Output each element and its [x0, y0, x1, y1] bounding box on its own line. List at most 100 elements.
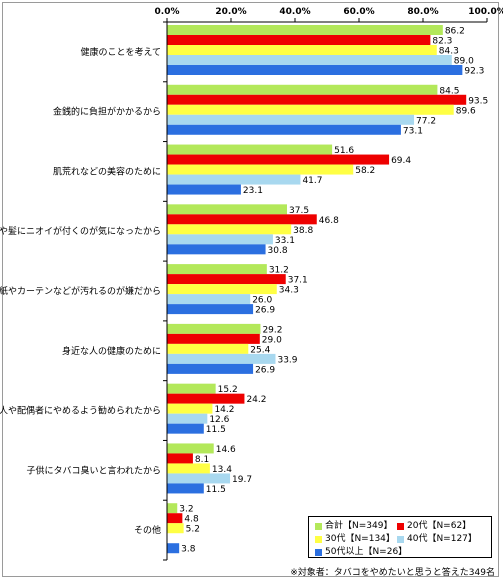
value-label: 41.7 [302, 176, 322, 186]
category-label: 恋人や配偶者にやめるよう勧められたから [0, 405, 161, 417]
x-tick-label: 20.0% [215, 7, 246, 17]
value-label: 38.8 [293, 226, 313, 236]
value-label: 3.2 [179, 505, 193, 515]
bar [167, 164, 354, 175]
value-label: 5.2 [186, 525, 200, 535]
category-label: 肌荒れなどの美容のために [53, 165, 161, 177]
value-label: 77.2 [416, 116, 436, 126]
value-label: 69.4 [391, 156, 411, 166]
footnote: ※対象者：タバコをやめたいと思うと答えた349名 [290, 568, 495, 578]
value-label: 51.6 [334, 146, 354, 156]
bar [167, 503, 178, 514]
value-label: 24.2 [246, 395, 266, 405]
value-label: 37.5 [289, 206, 309, 216]
value-label: 89.6 [456, 106, 476, 116]
bar [167, 144, 333, 155]
legend-item: 50代以上【N=26】 [315, 547, 407, 557]
bar [167, 114, 415, 125]
x-tick-label: 60.0% [343, 7, 374, 17]
legend: 合計【N=349】 20代【N=62】 30代【N=134】 40代【N=127】 50… [308, 516, 492, 558]
category-label: 壁紙やカーテンなどが汚れるのが嫌だから [0, 285, 161, 297]
x-tick-label: 0.0% [155, 7, 180, 17]
legend-swatch [315, 535, 322, 543]
bar [167, 463, 210, 474]
legend-item: 40代【N=127】 [397, 534, 477, 544]
category-label: 子供にタバコ臭いと言われたから [26, 464, 161, 476]
bar [167, 353, 276, 364]
bar [167, 423, 204, 434]
bar [167, 264, 267, 275]
value-label: 46.8 [319, 216, 339, 226]
value-label: 14.6 [216, 445, 236, 455]
bar [167, 55, 452, 65]
legend-label: 30代【N=134】 [325, 534, 395, 544]
bar [167, 403, 213, 414]
category-label: 金銭的に負担がかかるから [53, 106, 161, 118]
legend-swatch [397, 535, 404, 543]
bar [167, 363, 254, 374]
value-label: 8.1 [195, 455, 209, 465]
value-label: 29.2 [262, 325, 282, 335]
bar [167, 443, 214, 454]
bar [167, 45, 437, 55]
legend-swatch [397, 522, 404, 530]
value-label: 93.5 [468, 96, 488, 106]
value-label: 25.4 [250, 345, 270, 355]
bar [167, 234, 273, 245]
legend-item: 20代【N=62】 [397, 521, 471, 531]
legend-swatch [315, 522, 322, 530]
bar [167, 224, 292, 235]
value-label: 58.2 [355, 166, 375, 176]
value-label: 26.0 [252, 296, 272, 306]
bar [167, 124, 401, 135]
value-label: 84.3 [439, 47, 459, 57]
legend-label: 20代【N=62】 [407, 521, 472, 531]
bar [167, 413, 208, 424]
value-label: 15.2 [218, 385, 238, 395]
bar [167, 184, 241, 195]
bar [167, 214, 317, 225]
bar [167, 274, 286, 285]
legend-label: 40代【N=127】 [407, 534, 477, 544]
value-label: 11.5 [206, 425, 226, 435]
bar [167, 174, 301, 185]
bar [167, 513, 183, 524]
legend-item: 合計【N=349】 [315, 521, 392, 531]
value-label: 82.3 [432, 37, 452, 47]
bar [167, 154, 390, 165]
value-label: 31.2 [269, 266, 289, 276]
value-label: 4.8 [184, 515, 199, 525]
bar [167, 473, 231, 484]
value-label: 13.4 [212, 465, 232, 475]
category-label: 服や髪にニオイが付くのが気になったから [0, 225, 161, 237]
category-label: 健康のことを考えて [80, 46, 161, 58]
x-tick-label: 100.0% [468, 7, 503, 17]
value-label: 3.8 [181, 545, 196, 555]
value-label: 19.7 [232, 475, 252, 485]
bar [167, 453, 193, 464]
bar [167, 383, 216, 394]
bar [167, 25, 443, 35]
x-tick-label: 40.0% [279, 7, 310, 17]
value-label: 33.9 [277, 355, 297, 365]
value-label: 92.3 [464, 67, 484, 77]
bar [167, 304, 254, 315]
value-label: 73.1 [403, 126, 423, 136]
value-label: 30.8 [268, 246, 288, 256]
bar [167, 104, 454, 115]
legend-item: 30代【N=134】 [315, 534, 395, 544]
value-label: 12.6 [209, 415, 229, 425]
bar [167, 294, 251, 305]
bar [167, 65, 463, 75]
bar [167, 84, 438, 95]
bar [167, 543, 180, 554]
legend-swatch [315, 548, 322, 556]
legend-label: 合計【N=349】 [325, 521, 393, 531]
value-label: 84.5 [439, 86, 459, 96]
bar [167, 523, 184, 534]
bar [167, 323, 261, 334]
value-label: 29.0 [262, 335, 282, 345]
bar [167, 35, 431, 45]
bar [167, 483, 204, 494]
